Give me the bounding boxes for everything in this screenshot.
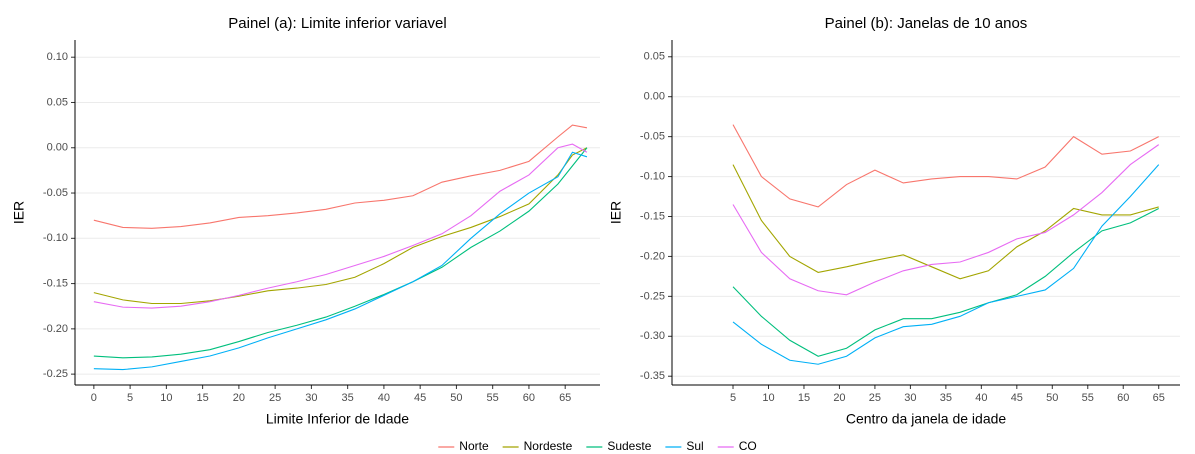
y-tick-label: -0.20 bbox=[640, 250, 665, 262]
series-line bbox=[732, 144, 1160, 296]
y-tick-label: -0.25 bbox=[640, 290, 665, 302]
y-tick-label: 0.00 bbox=[644, 91, 665, 103]
legend-label: Sudeste bbox=[607, 439, 651, 453]
x-tick-label: 45 bbox=[1011, 392, 1023, 404]
x-tick-label: 55 bbox=[487, 392, 499, 404]
y-tick-label: -0.25 bbox=[43, 368, 68, 380]
x-tick-label: 50 bbox=[1046, 392, 1058, 404]
x-tick-label: 25 bbox=[869, 392, 881, 404]
series-line bbox=[93, 143, 588, 309]
series-line bbox=[732, 164, 1160, 365]
x-tick-label: 10 bbox=[762, 392, 774, 404]
series-line bbox=[93, 147, 588, 305]
legend-label: Sul bbox=[686, 439, 703, 453]
x-tick-label: 15 bbox=[196, 392, 208, 404]
y-tick-label: 0.05 bbox=[644, 51, 665, 63]
legend-label: Norte bbox=[459, 439, 489, 453]
x-tick-label: 60 bbox=[523, 392, 535, 404]
y-tick-label: 0.05 bbox=[47, 96, 68, 108]
y-tick-label: -0.15 bbox=[640, 210, 665, 222]
x-tick-label: 35 bbox=[940, 392, 952, 404]
x-tick-label: 20 bbox=[833, 392, 845, 404]
x-tick-label: 60 bbox=[1117, 392, 1129, 404]
y-tick-label: -0.10 bbox=[43, 232, 68, 244]
x-axis-title: Centro da janela de idade bbox=[846, 411, 1007, 427]
series-line bbox=[93, 147, 588, 359]
x-tick-label: 10 bbox=[160, 392, 172, 404]
series-line bbox=[732, 208, 1159, 357]
chart-title: Painel (a): Limite inferior variavel bbox=[228, 15, 446, 32]
y-tick-label: -0.05 bbox=[43, 187, 68, 199]
x-tick-label: 30 bbox=[305, 392, 317, 404]
legend-label: CO bbox=[739, 439, 757, 453]
x-tick-label: 40 bbox=[975, 392, 987, 404]
x-tick-label: 50 bbox=[450, 392, 462, 404]
x-tick-label: 55 bbox=[1082, 392, 1094, 404]
y-tick-label: -0.30 bbox=[640, 330, 665, 342]
x-tick-label: 25 bbox=[269, 392, 281, 404]
series-line bbox=[93, 124, 588, 229]
y-axis-title: IER bbox=[11, 201, 27, 224]
y-tick-label: -0.05 bbox=[640, 131, 665, 143]
x-tick-label: 30 bbox=[904, 392, 916, 404]
x-tick-label: 45 bbox=[414, 392, 426, 404]
x-tick-label: 0 bbox=[91, 392, 97, 404]
y-tick-label: 0.10 bbox=[47, 51, 68, 63]
x-tick-label: 35 bbox=[342, 392, 354, 404]
series-line bbox=[732, 124, 1159, 208]
x-tick-label: 20 bbox=[233, 392, 245, 404]
x-tick-label: 65 bbox=[1153, 392, 1165, 404]
y-tick-label: -0.15 bbox=[43, 277, 68, 289]
x-tick-label: 5 bbox=[730, 392, 736, 404]
x-tick-label: 40 bbox=[378, 392, 390, 404]
x-tick-label: 5 bbox=[127, 392, 133, 404]
chart-title: Painel (b): Janelas de 10 anos bbox=[825, 15, 1028, 32]
legend-label: Nordeste bbox=[524, 439, 573, 453]
y-tick-label: 0.00 bbox=[47, 142, 68, 154]
y-tick-label: -0.20 bbox=[43, 323, 68, 335]
x-tick-label: 65 bbox=[559, 392, 571, 404]
y-tick-label: -0.10 bbox=[640, 170, 665, 182]
y-tick-label: -0.35 bbox=[640, 370, 665, 382]
series-line bbox=[732, 164, 1159, 280]
y-axis-title: IER bbox=[608, 201, 624, 224]
x-tick-label: 15 bbox=[798, 392, 810, 404]
x-axis-title: Limite Inferior de Idade bbox=[266, 411, 409, 427]
series-line bbox=[93, 151, 588, 371]
